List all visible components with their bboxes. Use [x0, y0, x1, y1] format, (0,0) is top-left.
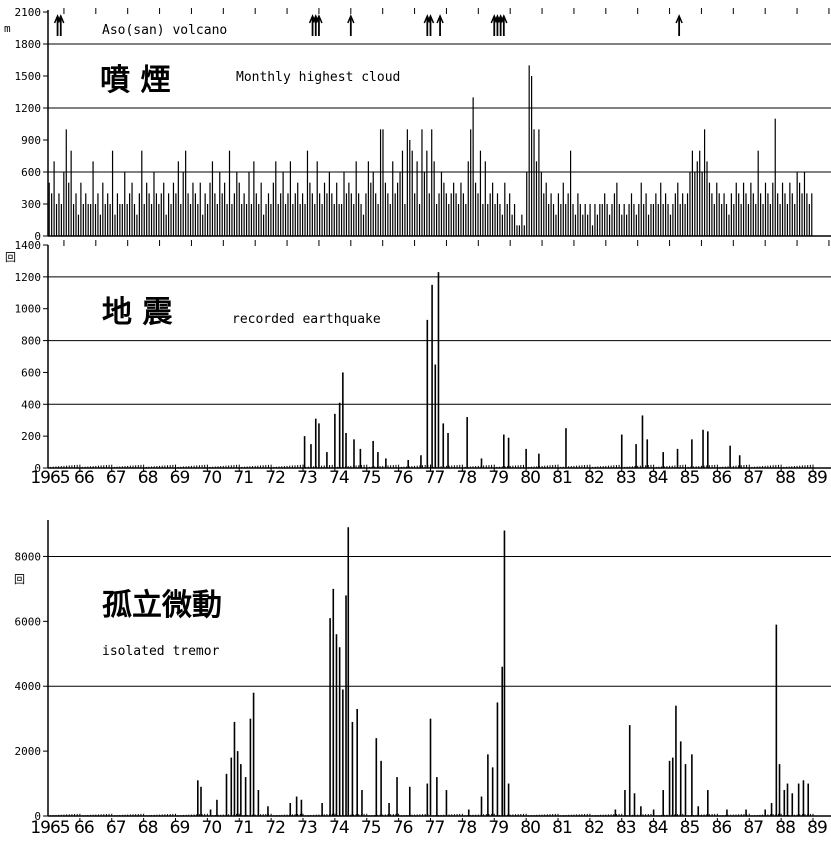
eruption-arrow-icon — [315, 14, 323, 36]
x-tick-label: 76 — [393, 818, 413, 838]
x-tick-label: 88 — [775, 468, 795, 488]
panel-earthquake: 0 200 400 600 800 1000 1200 1400 回 地 震 recorded… — [5, 239, 831, 475]
tremor-ytick-label: 2000 — [15, 745, 42, 758]
quake-ytick-label: 800 — [21, 335, 41, 348]
quake-title-en: recorded earthquake — [232, 312, 381, 327]
cloud-ytick-label: 2100 — [15, 6, 42, 19]
x-tick-label: 83 — [616, 468, 636, 488]
x-tick-label: 74 — [329, 818, 349, 838]
cloud-ytick-label: 1800 — [15, 38, 42, 51]
x-tick-label: 69 — [170, 468, 190, 488]
x-tick-label: 66 — [74, 818, 94, 838]
cloud-title-en: Monthly highest cloud — [236, 70, 400, 85]
cloud-ytick-label: 600 — [21, 166, 41, 179]
quake-ytick-label: 1200 — [15, 271, 42, 284]
quake-ytick-label: 400 — [21, 398, 41, 411]
x-tick-label: 82 — [584, 818, 604, 838]
x-axis-labels-lower: 1965 66 67 68 69 70 71 72 73 74 75 76 77 78 79 80 81 82 83… — [30, 818, 828, 838]
x-tick-label: 79 — [488, 468, 508, 488]
quake-ytick-label: 0 — [34, 462, 41, 475]
x-tick-label: 68 — [138, 468, 158, 488]
x-tick-label: 89 — [807, 468, 827, 488]
x-tick-label: 66 — [74, 468, 94, 488]
cloud-ytick-label: 1500 — [15, 70, 42, 83]
x-tick-label: 68 — [138, 818, 158, 838]
panel-tremor: 0 2000 4000 6000 8000 回 孤立微動 isolated tremor — [14, 520, 831, 823]
x-tick-label: 78 — [457, 818, 477, 838]
x-tick-label: 83 — [616, 818, 636, 838]
x-axis-labels-upper: 1965 66 67 68 69 70 71 72 73 74 75 76 77 78 79 80 81 82 83… — [30, 468, 828, 488]
x-tick-label: 76 — [393, 468, 413, 488]
x-tick-label: 74 — [329, 468, 349, 488]
x-tick-label: 81 — [552, 468, 572, 488]
quake-unit: 回 — [5, 251, 16, 264]
x-tick-label: 67 — [106, 468, 126, 488]
tremor-ytick-label: 0 — [34, 810, 41, 823]
x-tick-label: 84 — [648, 818, 668, 838]
x-tick-label: 79 — [488, 818, 508, 838]
tremor-ytick-label: 4000 — [15, 680, 42, 693]
x-tick-label: 80 — [520, 818, 540, 838]
x-tick-label: 72 — [265, 818, 285, 838]
x-tick-label: 87 — [743, 818, 763, 838]
x-tick-label: 80 — [520, 468, 540, 488]
x-tick-label: 69 — [170, 818, 190, 838]
quake-ytick-label: 1400 — [15, 239, 42, 252]
x-tick-label: 81 — [552, 818, 572, 838]
x-tick-label: 86 — [712, 468, 732, 488]
eruption-arrow-icon — [675, 14, 683, 36]
x-tick-label: 67 — [106, 818, 126, 838]
cloud-unit: m — [4, 22, 11, 35]
x-tick-label: 73 — [297, 818, 317, 838]
quake-title-jp: 地 震 — [102, 295, 173, 330]
x-tick-label: 70 — [202, 468, 222, 488]
x-tick-label: 1965 — [30, 468, 69, 488]
x-tick-label: 89 — [807, 818, 827, 838]
volcano-label: Aso(san) volcano — [102, 23, 227, 38]
quake-ytick-label: 200 — [21, 430, 41, 443]
quake-ytick-label: 600 — [21, 366, 41, 379]
cloud-ytick-label: 0 — [34, 230, 41, 243]
cloud-ytick-label: 900 — [21, 134, 41, 147]
x-tick-label: 75 — [361, 818, 381, 838]
x-tick-label: 78 — [457, 468, 477, 488]
x-tick-label: 72 — [265, 468, 285, 488]
eruption-arrow-icon — [57, 14, 65, 36]
x-tick-label: 71 — [233, 818, 253, 838]
x-tick-label: 1965 — [30, 818, 69, 838]
eruption-arrow-icon — [436, 14, 444, 36]
eruption-arrow-icon — [500, 14, 508, 36]
x-tick-label: 73 — [297, 468, 317, 488]
cloud-ytick-label: 300 — [21, 198, 41, 211]
x-tick-label: 87 — [743, 468, 763, 488]
x-tick-label: 88 — [775, 818, 795, 838]
tremor-unit: 回 — [14, 573, 25, 586]
x-tick-label: 77 — [425, 468, 445, 488]
tremor-ytick-label: 8000 — [15, 550, 42, 563]
x-tick-label: 84 — [648, 468, 668, 488]
tremor-title-en: isolated tremor — [102, 644, 220, 659]
x-tick-label: 85 — [680, 818, 700, 838]
cloud-title-jp: 噴 煙 — [100, 63, 170, 98]
x-tick-label: 77 — [425, 818, 445, 838]
x-tick-label: 75 — [361, 468, 381, 488]
x-tick-label: 86 — [712, 818, 732, 838]
x-tick-label: 71 — [233, 468, 253, 488]
eruption-arrow-icon — [347, 14, 355, 36]
cloud-ytick-label: 1200 — [15, 102, 42, 115]
panel-cloud: 0 300 600 900 1200 1500 1800 2100 m Aso(san) vo… — [4, 6, 831, 243]
x-tick-label: 70 — [202, 818, 222, 838]
x-tick-label: 82 — [584, 468, 604, 488]
eruption-arrow-icon — [426, 14, 435, 36]
tremor-ytick-label: 6000 — [15, 615, 42, 628]
tremor-title-jp: 孤立微動 — [102, 588, 222, 623]
quake-ytick-label: 1000 — [15, 303, 42, 316]
x-tick-label: 85 — [680, 468, 700, 488]
